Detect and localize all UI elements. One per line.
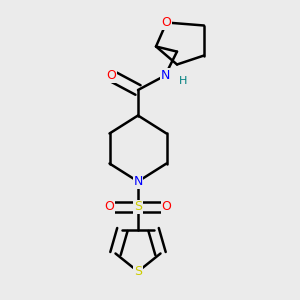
Text: H: H — [179, 76, 187, 86]
Text: S: S — [134, 265, 142, 278]
Text: N: N — [160, 69, 170, 82]
Text: O: O — [162, 200, 171, 214]
Text: O: O — [106, 69, 116, 82]
Text: O: O — [162, 16, 171, 29]
Text: O: O — [105, 200, 114, 214]
Text: N: N — [133, 175, 143, 188]
Text: S: S — [134, 200, 142, 214]
